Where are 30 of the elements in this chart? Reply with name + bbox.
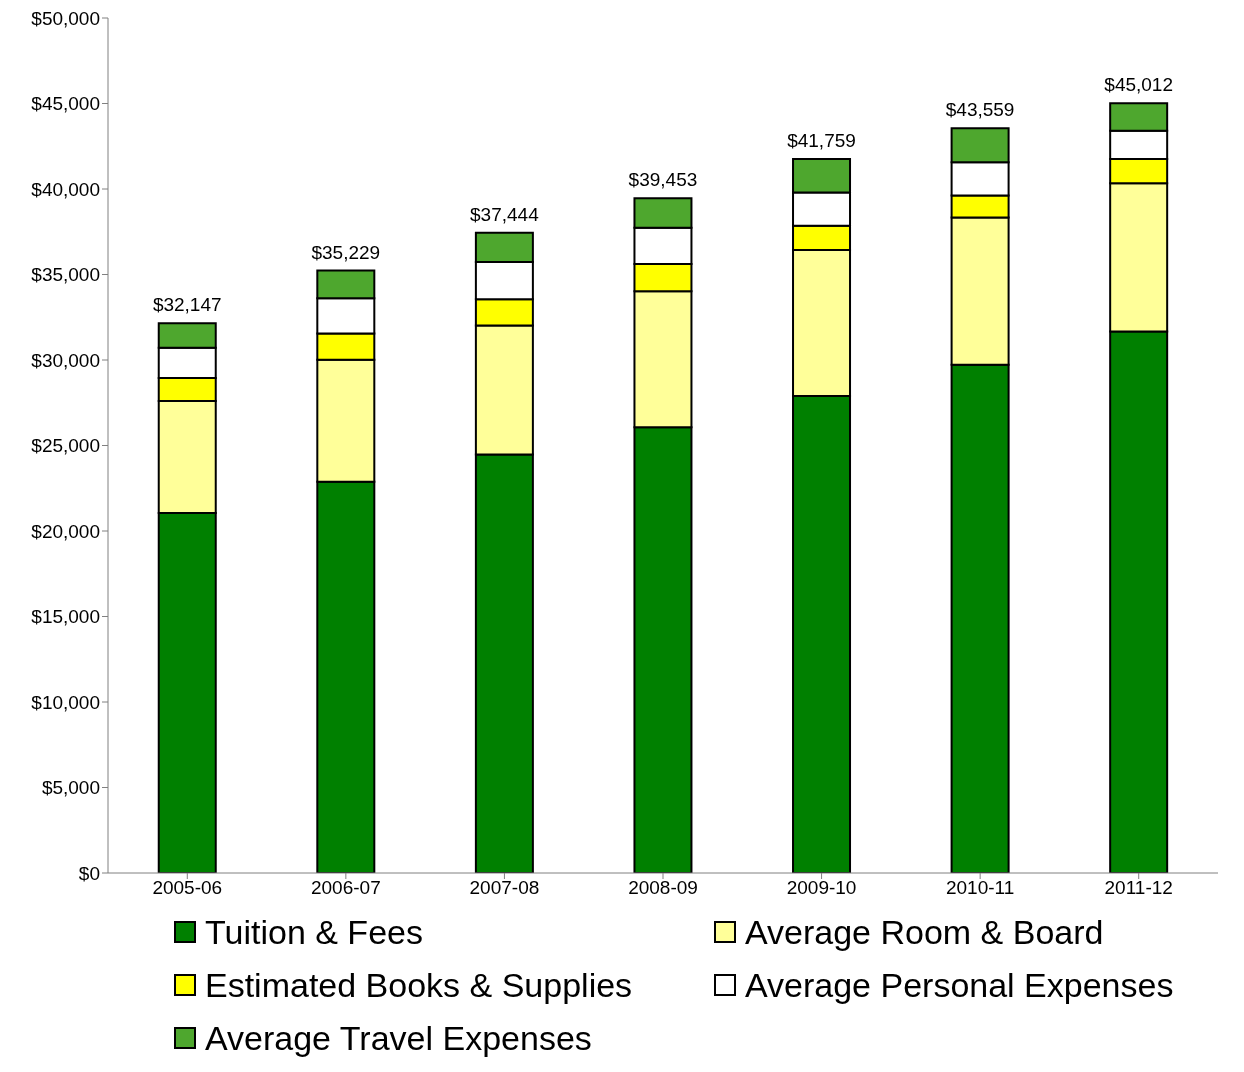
legend-label: Estimated Books & Supplies [205, 966, 633, 1005]
total-label: $43,559 [945, 99, 1015, 121]
y-tick-label: $25,000 [31, 435, 100, 457]
x-tick-label: 2007-08 [469, 877, 540, 899]
y-tick-label: $50,000 [31, 7, 100, 29]
y-tick-label: $15,000 [31, 606, 100, 628]
x-tick-label: 2005-06 [152, 877, 223, 899]
legend-label: Average Travel Expenses [205, 1019, 592, 1058]
legend-label: Average Personal Expenses [745, 966, 1174, 1005]
total-label: $45,012 [1104, 74, 1174, 96]
y-tick-label: $10,000 [31, 691, 100, 713]
total-label: $39,453 [628, 169, 698, 191]
y-tick-label: $30,000 [31, 349, 100, 371]
total-label: $32,147 [152, 294, 222, 316]
x-tick-label: 2010-11 [945, 877, 1015, 899]
y-tick-label: $20,000 [31, 520, 100, 542]
y-tick-label: $35,000 [31, 264, 100, 286]
total-label: $35,229 [311, 241, 381, 263]
legend-label: Tuition & Fees [205, 913, 423, 952]
x-tick-label: 2011-12 [1104, 877, 1173, 899]
x-tick-label: 2009-10 [786, 877, 857, 899]
y-tick-label: $0 [78, 862, 100, 884]
total-label: $41,759 [787, 129, 856, 151]
y-tick-label: $5,000 [41, 777, 100, 799]
x-tick-label: 2008-09 [628, 877, 698, 899]
y-tick-label: $40,000 [31, 178, 100, 200]
total-label: $37,444 [470, 203, 540, 225]
y-tick-label: $45,000 [31, 93, 100, 115]
legend-label: Average Room & Board [745, 913, 1104, 952]
x-tick-label: 2006-07 [310, 877, 381, 899]
